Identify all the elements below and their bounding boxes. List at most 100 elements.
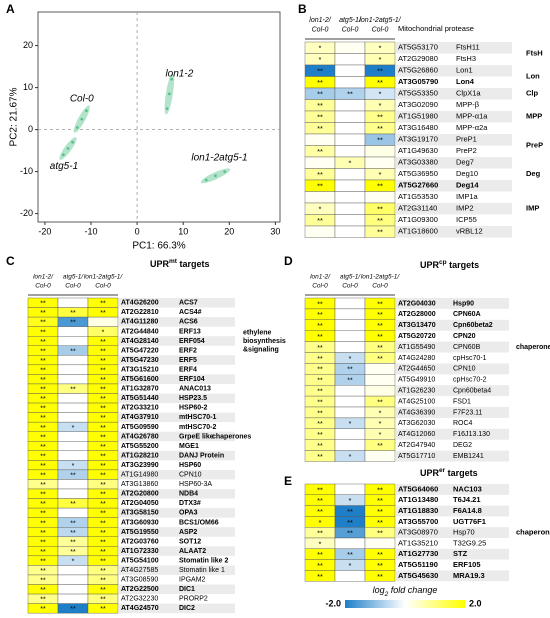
gene-name: ROC4 <box>453 420 473 427</box>
significance: ** <box>40 444 46 451</box>
gene-name: IPGAM2 <box>179 577 206 584</box>
gene-id: AT1G51980 <box>398 112 438 121</box>
significance: ** <box>317 421 323 428</box>
cell <box>57 374 89 385</box>
row-shade <box>119 412 235 423</box>
significance: ** <box>70 520 76 527</box>
column-header: lon1-2/ <box>33 274 54 281</box>
row-shade <box>119 565 235 575</box>
point <box>165 107 169 110</box>
gene-id: AT1G14980 <box>121 472 158 479</box>
significance: ** <box>100 339 106 346</box>
row-shade <box>396 180 512 192</box>
significance: ** <box>377 323 383 330</box>
cell <box>57 326 89 337</box>
significance: ** <box>317 496 323 505</box>
significance: ** <box>40 482 46 489</box>
column-header: atg5-1/ <box>63 274 84 281</box>
series-label: Col-0 <box>70 94 94 105</box>
cell <box>57 297 89 308</box>
significance: ** <box>70 606 76 613</box>
panel-label: E <box>284 474 292 488</box>
x-tick-label: 10 <box>178 226 188 236</box>
heatmap-title: UPRcp targets <box>420 259 479 270</box>
point <box>75 126 79 129</box>
significance: * <box>379 44 382 53</box>
gene-name: Stomatin like 1 <box>179 567 225 574</box>
gene-name: GrpeE like <box>179 433 214 440</box>
significance: * <box>379 421 382 428</box>
significance: * <box>319 518 322 527</box>
significance: ** <box>377 136 383 145</box>
cell <box>334 76 366 89</box>
significance: ** <box>100 597 106 604</box>
cell <box>87 316 119 327</box>
gene-id: AT4G24280 <box>398 355 435 362</box>
significance: ** <box>377 550 383 559</box>
title-part: cp <box>439 259 447 266</box>
gene-id: AT5G47220 <box>121 347 159 354</box>
gene-id: AT5G54100 <box>121 557 159 564</box>
significance: ** <box>40 558 46 565</box>
significance: * <box>319 205 322 214</box>
significance: ** <box>377 124 383 133</box>
significance: ** <box>100 367 106 374</box>
gene-name: STZ <box>453 549 468 558</box>
significance: ** <box>377 334 383 341</box>
cell <box>57 412 89 423</box>
cell <box>334 133 366 146</box>
row-shade <box>396 298 509 309</box>
group-label: IMP <box>526 204 539 213</box>
gene-name: CPN10 <box>453 366 476 373</box>
significance: ** <box>317 572 323 581</box>
cell <box>304 225 336 238</box>
significance: ** <box>317 388 323 395</box>
significance: ** <box>40 578 46 585</box>
gene-id: AT5G55200 <box>121 443 159 450</box>
panel-label: C <box>6 254 15 268</box>
gene-name: PreP2 <box>456 146 477 155</box>
gene-id: AT3G23990 <box>121 462 159 469</box>
row-shade <box>396 407 509 418</box>
cell <box>334 330 366 342</box>
cell <box>57 507 89 518</box>
significance: ** <box>100 463 106 470</box>
group-label: Clp <box>526 89 539 98</box>
significance: * <box>349 496 352 505</box>
cell <box>57 441 89 452</box>
colorbar <box>345 600 465 608</box>
point <box>170 77 174 81</box>
significance: ** <box>377 485 383 494</box>
gene-name: MRA19.3 <box>453 571 485 580</box>
cell <box>334 406 366 419</box>
column-header: lon1-2atg5-1/ <box>361 274 400 281</box>
significance: ** <box>317 529 323 538</box>
cell <box>334 308 366 320</box>
gene-id: AT3G58150 <box>121 510 159 517</box>
gene-id: AT4G28140 <box>121 338 159 345</box>
row-shade <box>396 111 512 123</box>
significance: ** <box>70 549 76 556</box>
column-header: Col-0 <box>95 283 111 290</box>
cell <box>57 488 89 499</box>
significance: ** <box>100 578 106 585</box>
gene-id: AT5G17710 <box>398 453 435 460</box>
x-tick-label: 20 <box>224 226 234 236</box>
significance: ** <box>317 323 323 330</box>
panel-label: B <box>298 2 307 16</box>
column-header: lon1-2atg5-1/ <box>359 17 401 24</box>
significance: ** <box>347 550 353 559</box>
row-shade <box>396 226 512 238</box>
significance: ** <box>317 216 323 225</box>
significance: ** <box>317 378 323 385</box>
cell <box>334 297 366 310</box>
group-label: PreP <box>526 140 543 149</box>
significance: ** <box>40 568 46 575</box>
significance: * <box>349 561 352 570</box>
significance: * <box>72 558 75 565</box>
gene-id: AT3G15210 <box>121 366 159 373</box>
gene-name: ACS4# <box>179 309 202 316</box>
gene-id: AT4G11280 <box>121 319 158 326</box>
colorbar-title-part: 2 <box>384 591 389 598</box>
significance: ** <box>100 511 106 518</box>
